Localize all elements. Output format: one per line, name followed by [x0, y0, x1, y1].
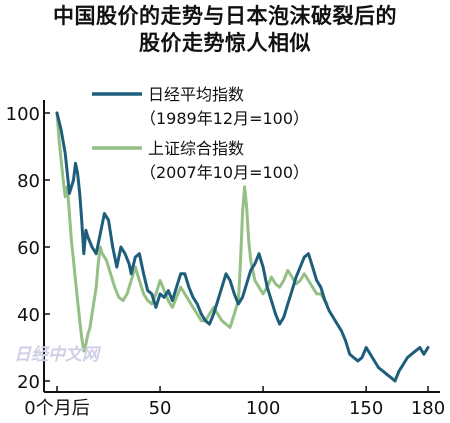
chart-legend: 日经平均指数 （1989年12月=100） 上证综合指数 （2007年10月=100） [92, 85, 309, 182]
x-tick-label: 150 [349, 398, 383, 419]
chart-series-lines [55, 111, 430, 383]
watermark-text: 日经中文网 [14, 345, 102, 365]
legend-label-nikkei: 日经平均指数 [148, 85, 244, 104]
series-line-shanghai [55, 111, 329, 353]
legend-sublabel-shanghai: （2007年10月=100） [140, 163, 309, 182]
x-tick-label: 100 [246, 398, 280, 419]
chart-title-line-1: 中国股价的走势与日本泡沫破裂后的 [53, 4, 397, 28]
x-tick-label: 0个月后 [24, 398, 89, 419]
x-tick-label: 50 [149, 398, 172, 419]
y-tick-label: 80 [17, 171, 40, 192]
series-line-nikkei [55, 111, 430, 383]
y-tick-label: 100 [6, 104, 40, 125]
chart-title-line-2: 股价走势惊人相似 [139, 31, 311, 55]
chart-axes: 20 40 60 80 100 0个月后 50 100 150 180 [6, 100, 445, 419]
y-tick-label: 40 [17, 305, 40, 326]
y-tick-label: 20 [17, 372, 40, 393]
x-tick-label: 180 [411, 398, 445, 419]
legend-sublabel-nikkei: （1989年12月=100） [140, 109, 309, 128]
y-tick-label: 60 [17, 238, 40, 259]
legend-label-shanghai: 上证综合指数 [148, 139, 244, 158]
